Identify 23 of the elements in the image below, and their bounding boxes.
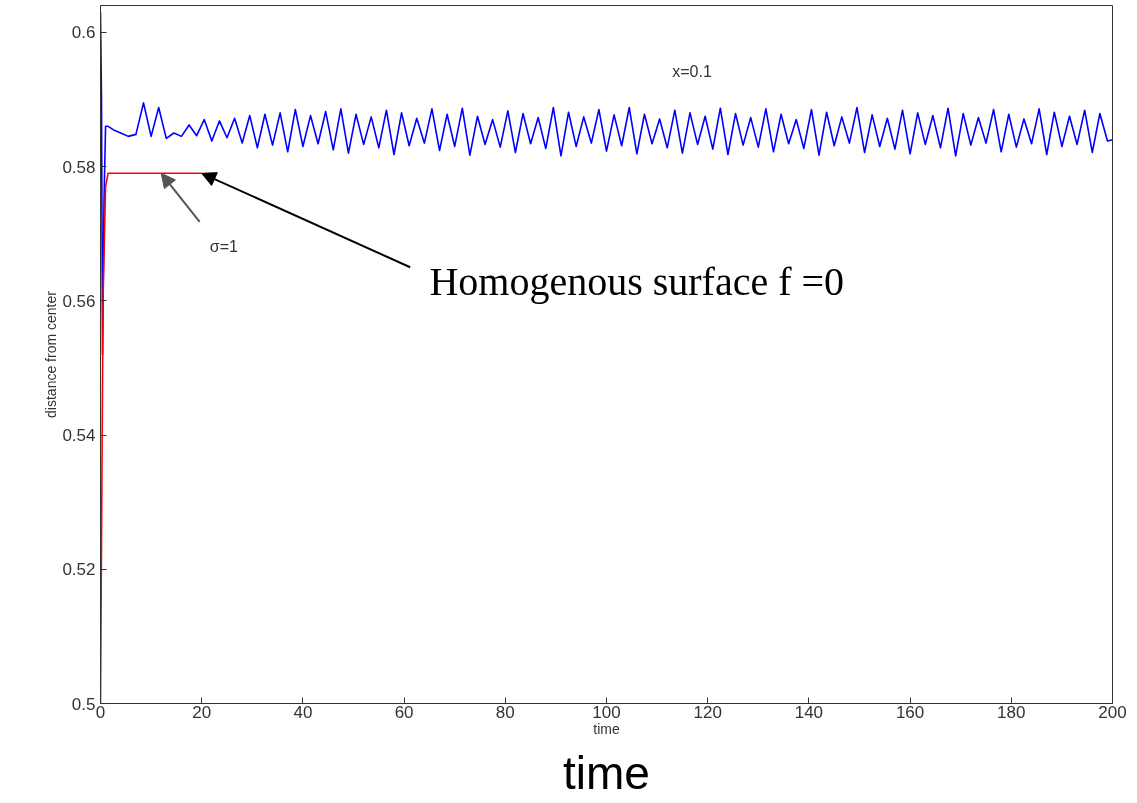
x-tick-label: 60 <box>394 702 414 722</box>
x-tick-label: 0 <box>95 702 106 722</box>
annotation: σ=1 <box>209 237 239 255</box>
x-tick-label: 180 <box>997 702 1026 722</box>
x-tick-label: 140 <box>794 702 824 722</box>
x-axis-title: time <box>593 720 620 737</box>
y-tick-label: 0.6 <box>71 23 96 43</box>
x-tick-label: 20 <box>192 702 212 722</box>
x-tick-label: 100 <box>592 702 621 722</box>
x-tick-label: 120 <box>693 702 722 722</box>
y-tick-label: 0.56 <box>62 291 96 311</box>
x-tick-label: 40 <box>293 702 313 722</box>
annotation: x=0.1 <box>672 63 712 81</box>
y-axis-title: distance from center <box>43 290 60 418</box>
x-tick-label: 200 <box>1098 702 1127 722</box>
annotation: Homogenous surface f =0 <box>429 258 845 304</box>
text: time <box>563 746 650 799</box>
y-tick-label: 0.58 <box>62 157 96 177</box>
y-tick-label: 0.52 <box>62 560 96 580</box>
x-tick-label: 80 <box>495 702 515 722</box>
y-tick-label: 0.54 <box>62 426 96 446</box>
x-tick-label: 160 <box>895 702 925 722</box>
y-tick-label: 0.5 <box>71 694 96 714</box>
